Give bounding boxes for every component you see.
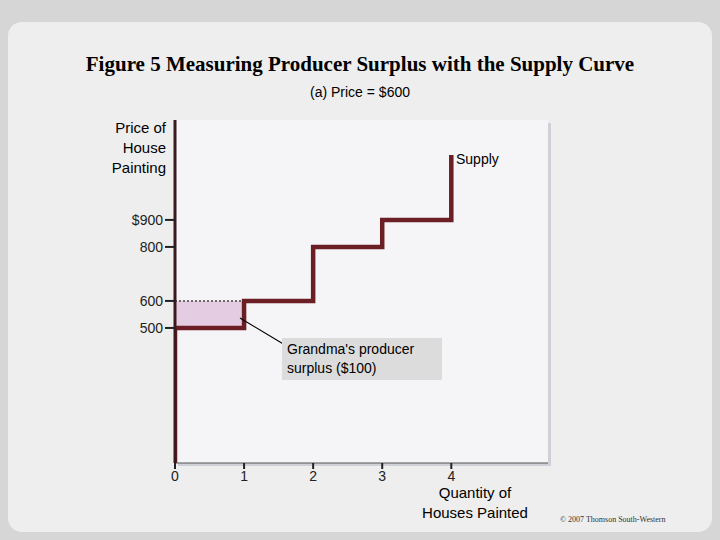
svg-text:1: 1 (240, 468, 248, 484)
html-text:(a) Price = $600: (a) Price = $600 (310, 84, 410, 100)
svg-text:600: 600 (140, 293, 164, 309)
html-text:Figure 5 Measuring Producer Su: Figure 5 Measuring Producer Surplus with… (85, 52, 635, 76)
html-text:Quantity of Houses Painted: Quantity of Houses Painted (422, 484, 528, 521)
html-text:Grandma's producer surplus ($1: Grandma's producer surplus ($100) (287, 341, 415, 376)
html-text:Supply: Supply (456, 151, 499, 167)
html-text:© 2007 Thomson South-Western: © 2007 Thomson South-Western (560, 515, 666, 524)
svg-text:2: 2 (309, 468, 317, 484)
svg-text:3: 3 (378, 468, 386, 484)
svg-text:$900: $900 (132, 212, 163, 228)
svg-text:500: 500 (140, 320, 164, 336)
svg-text:800: 800 (140, 239, 164, 255)
html-text:Price of House Painting: Price of House Painting (111, 119, 166, 176)
svg-text:0: 0 (171, 468, 179, 484)
svg-text:4: 4 (447, 468, 455, 484)
